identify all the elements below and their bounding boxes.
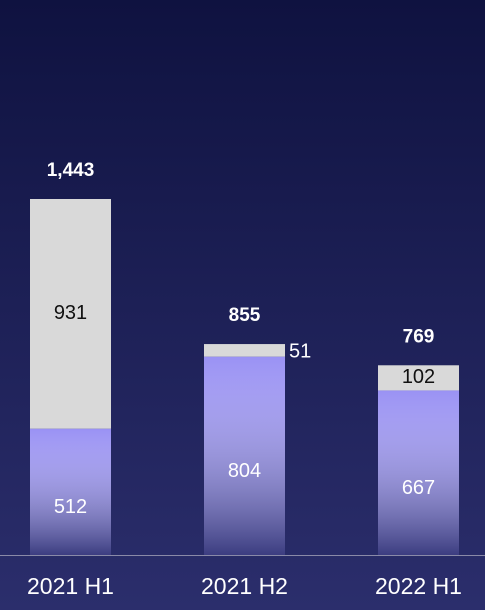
value-label: 51 xyxy=(289,341,311,363)
bar-shade xyxy=(378,390,459,555)
value-label: 102 xyxy=(402,366,435,388)
total-label: 1,443 xyxy=(47,160,95,181)
bar-segment xyxy=(378,365,459,391)
bar-shade xyxy=(204,356,285,555)
value-label: 804 xyxy=(228,460,261,482)
x-tick-label: 2022 H1 xyxy=(375,573,462,599)
total-label: 769 xyxy=(403,326,435,347)
bar-shade xyxy=(30,428,111,555)
x-tick-label: 2021 H1 xyxy=(27,573,114,599)
total-label: 855 xyxy=(229,305,261,326)
value-label: 512 xyxy=(54,496,87,518)
bar-segment xyxy=(204,344,285,357)
x-tick-label: 2021 H2 xyxy=(201,573,288,599)
bar-segment xyxy=(30,199,111,429)
value-label: 931 xyxy=(54,302,87,324)
value-label: 667 xyxy=(402,477,435,499)
